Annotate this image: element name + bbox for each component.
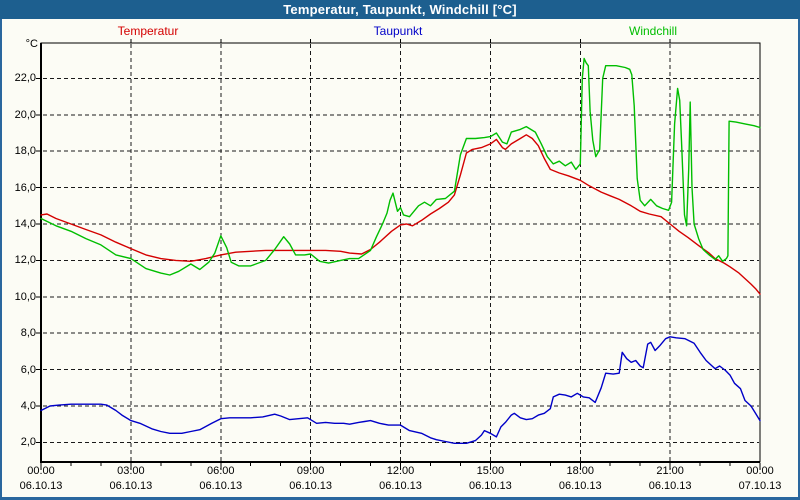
x-tick-date: 06.10.13 (289, 480, 333, 492)
x-tick-date: 06.10.13 (379, 480, 422, 492)
x-tick-label: 09:00 06.10.13 (275, 464, 347, 494)
x-tick-time: 18:00 (566, 465, 595, 477)
y-tick-label: 12,0 (14, 254, 36, 267)
window-title: Temperatur, Taupunkt, Windchill [°C] (283, 2, 517, 17)
x-tick-label: 21:00 06.10.13 (634, 464, 706, 494)
y-tick-label: 4,0 (20, 400, 36, 412)
x-tick-time: 00:00 (746, 465, 774, 477)
window-border-right (798, 19, 800, 500)
y-tick-label: 8,0 (20, 327, 36, 340)
x-tick-date: 06.10.13 (109, 480, 153, 492)
series-line-taupunkt (40, 336, 761, 444)
y-tick-label: 14,0 (14, 218, 36, 230)
series-line-windchill (40, 57, 761, 276)
chart-legend: Temperatur Taupunkt Windchill (0, 24, 800, 40)
x-tick-date: 06.10.13 (468, 480, 512, 492)
x-tick-time: 09:00 (296, 465, 325, 477)
x-tick-label: 18:00 06.10.13 (544, 464, 616, 494)
x-tick-date: 07.10.13 (738, 480, 782, 492)
y-tick-label: 22,0 (14, 72, 36, 85)
x-tick-time: 21:00 (656, 465, 684, 477)
plot-frame (40, 42, 761, 463)
x-tick-time: 12:00 (386, 465, 415, 477)
y-tick-label: 18,0 (14, 145, 36, 158)
y-tick-label: 20,0 (14, 108, 36, 121)
x-tick-time: 15:00 (476, 465, 505, 477)
y-axis-unit-label: °C (25, 38, 38, 50)
y-tick-label: 10,0 (14, 290, 36, 303)
legend-label-windchill: Windchill (628, 24, 678, 38)
x-tick-time: 03:00 (117, 465, 145, 477)
x-tick-label: 12:00 06.10.13 (365, 464, 437, 494)
x-tick-label: 00:00 06.10.13 (5, 464, 77, 494)
x-tick-label: 00:00 07.10.13 (724, 464, 796, 494)
legend-label-taupunkt: Taupunkt (373, 24, 423, 38)
x-tick-date: 06.10.13 (199, 480, 243, 492)
x-tick-date: 06.10.13 (648, 480, 692, 492)
x-tick-date: 06.10.13 (19, 480, 63, 492)
window-border-bottom (0, 497, 800, 500)
x-tick-date: 06.10.13 (558, 480, 602, 492)
window-titlebar: Temperatur, Taupunkt, Windchill [°C] (0, 0, 800, 19)
x-tick-time: 00:00 (27, 465, 55, 477)
x-tick-label: 03:00 06.10.13 (95, 464, 167, 494)
legend-label-temperatur: Temperatur (117, 24, 179, 38)
y-tick-label: 2,0 (20, 436, 36, 449)
series-line-temperatur (40, 134, 761, 295)
x-tick-label: 15:00 06.10.13 (454, 464, 526, 494)
y-tick-label: 6,0 (20, 363, 36, 376)
y-tick-label: 16,0 (14, 181, 36, 194)
x-tick-label: 06:00 06.10.13 (185, 464, 257, 494)
window-border-left (0, 19, 2, 500)
x-tick-time: 06:00 (206, 465, 235, 477)
